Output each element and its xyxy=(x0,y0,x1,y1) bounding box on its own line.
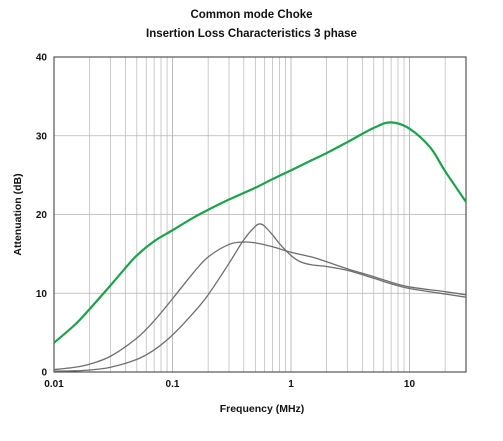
chart-title: Common mode Choke xyxy=(190,9,313,21)
x-axis-title: Frequency (MHz) xyxy=(220,403,305,415)
series-line-1 xyxy=(53,241,467,371)
x-tick-label: 1 xyxy=(288,379,294,390)
chart-subtitle: Insertion Loss Characteristics 3 phase xyxy=(146,28,357,40)
x-tick-label: 10 xyxy=(404,379,416,390)
y-tick-label: 0 xyxy=(41,368,47,379)
series-line-0 xyxy=(53,121,467,344)
x-tick-label: 0.1 xyxy=(166,379,180,390)
y-tick-label: 10 xyxy=(36,289,48,300)
x-tick-label: 0.01 xyxy=(44,379,64,390)
y-axis-title: Attenuation (dB) xyxy=(12,173,24,255)
plot-frame xyxy=(53,56,467,373)
series-line-2 xyxy=(53,223,467,372)
y-tick-label: 20 xyxy=(36,210,48,221)
y-tick-label: 40 xyxy=(36,53,48,64)
y-tick-label: 30 xyxy=(36,131,48,142)
